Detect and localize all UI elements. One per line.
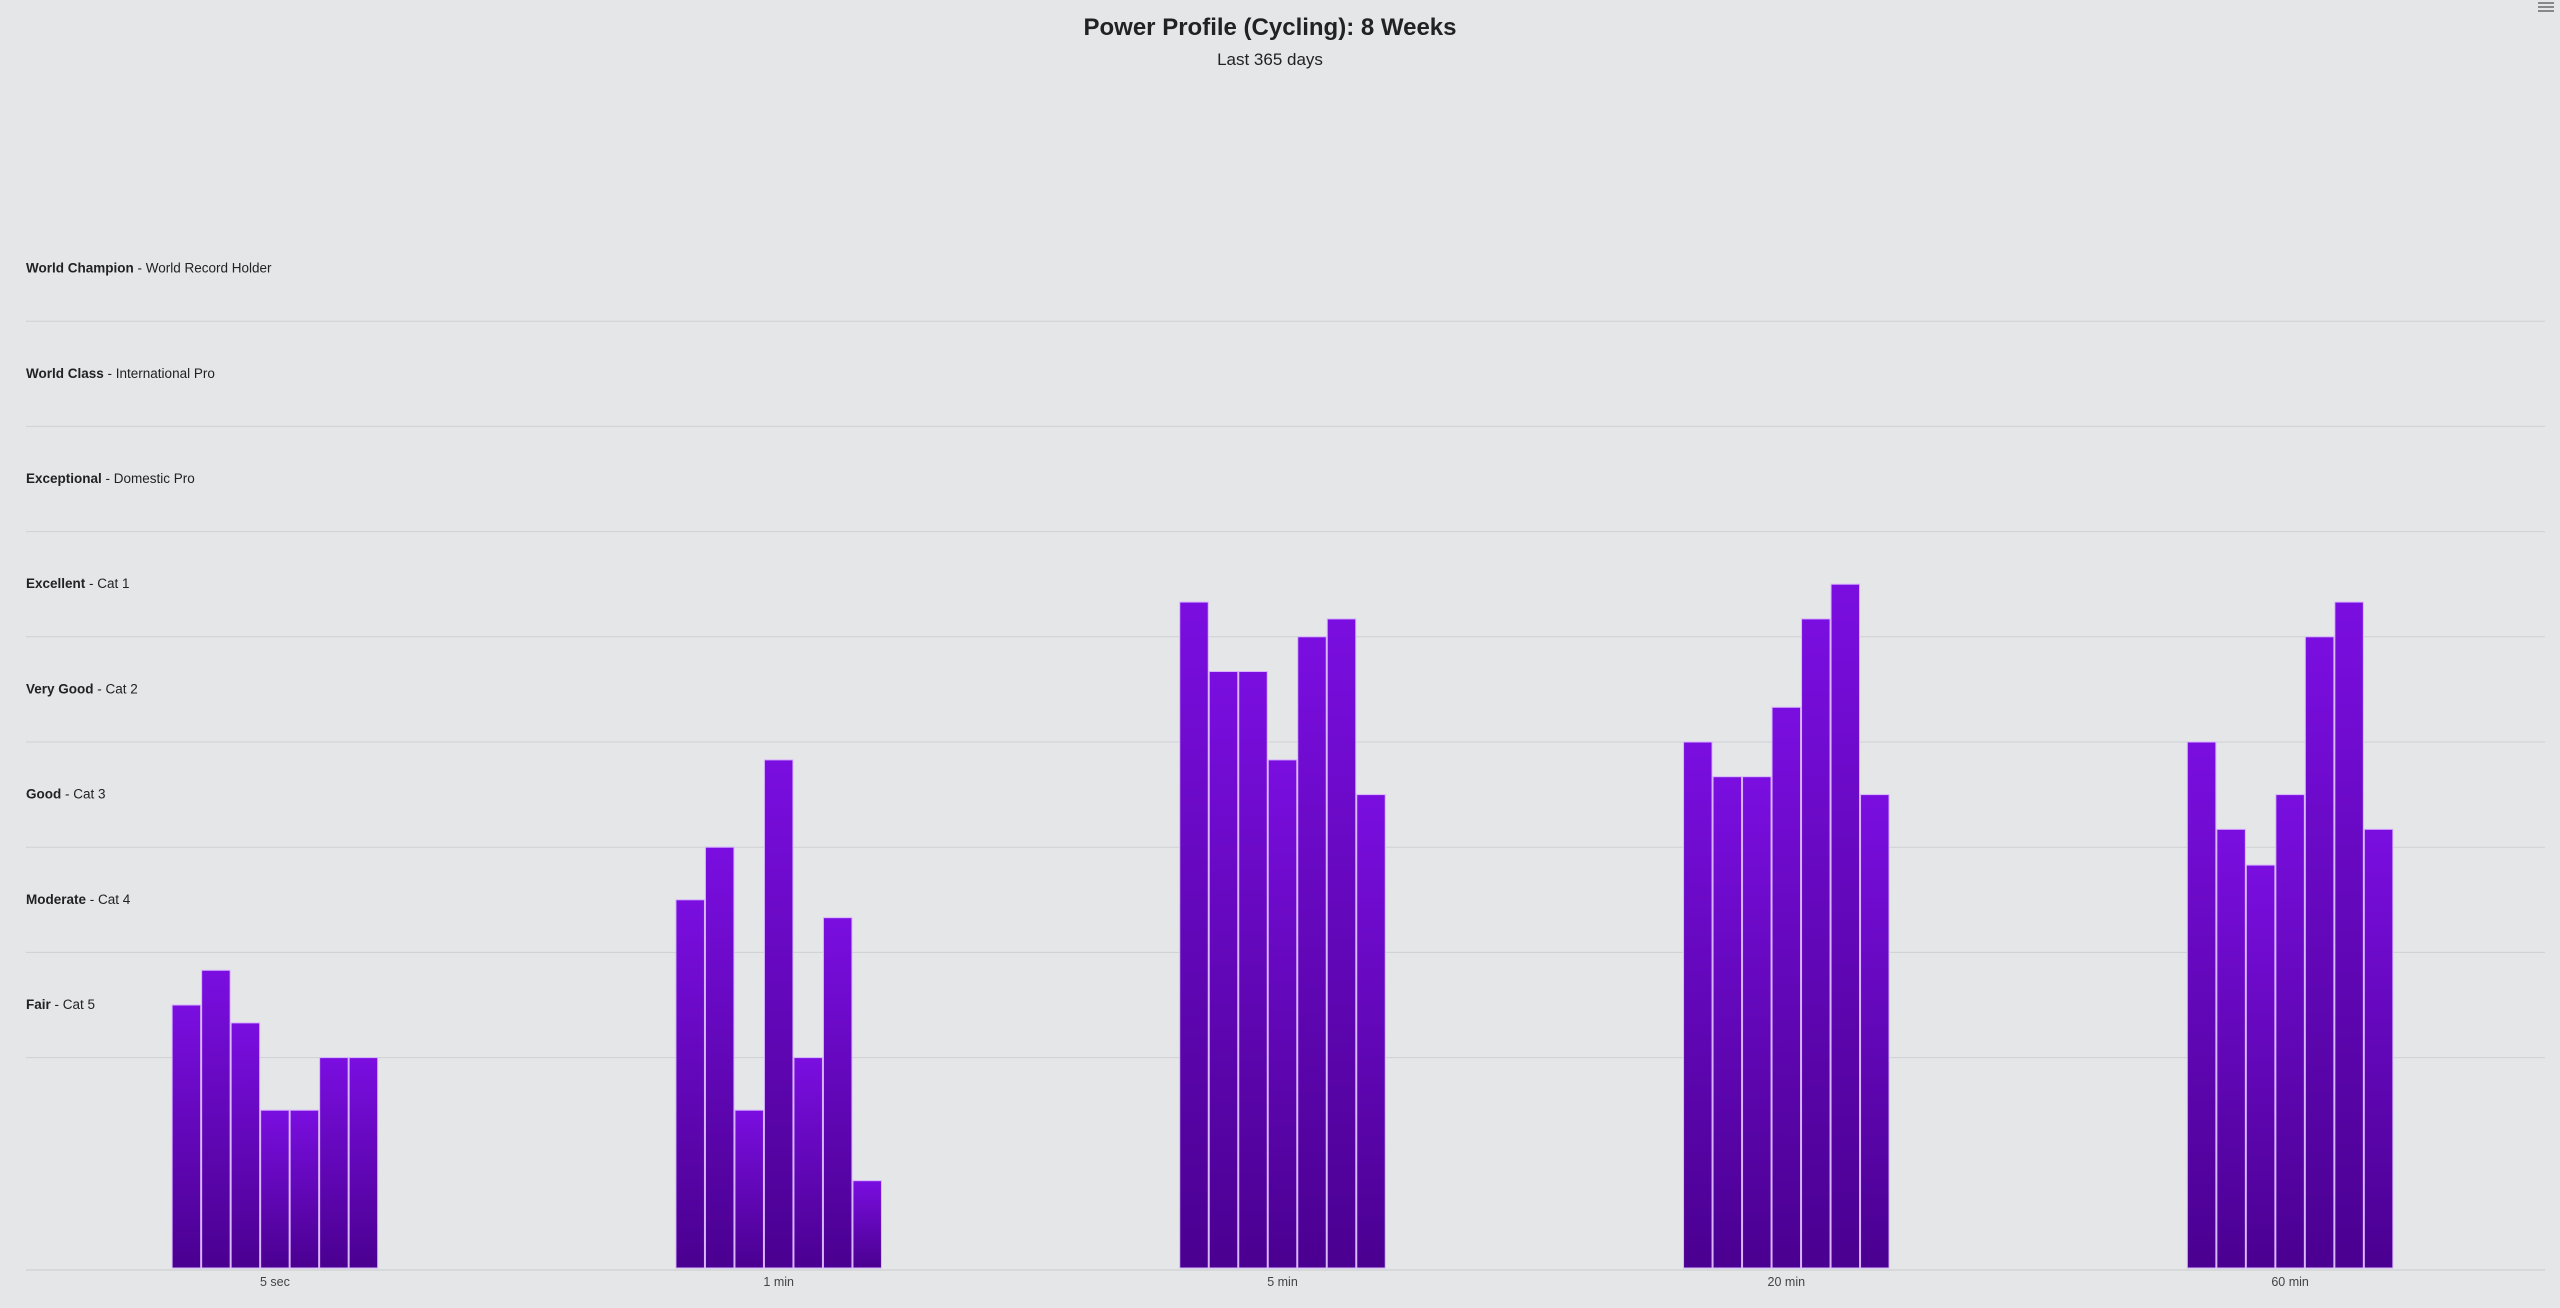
bar-5-sec-week-6[interactable] (319, 1057, 349, 1269)
bar-1-min-week-3[interactable] (734, 1109, 764, 1269)
level-label: Excellent - Cat 1 (26, 576, 130, 591)
bar-20-min-week-1[interactable] (1683, 741, 1713, 1269)
bar-20-min-week-3[interactable] (1742, 776, 1772, 1269)
level-desc: - Cat 1 (85, 576, 129, 591)
bar-1-min-week-1[interactable] (675, 899, 705, 1269)
level-name: Very Good (26, 681, 94, 696)
bar-20-min-week-5[interactable] (1801, 618, 1831, 1269)
x-tick-label: 60 min (2271, 1275, 2309, 1289)
level-desc: - Cat 5 (51, 997, 95, 1012)
bar-60-min-week-5[interactable] (2304, 636, 2335, 1269)
bar-5-sec-week-2[interactable] (201, 969, 231, 1269)
level-desc: - World Record Holder (134, 261, 272, 276)
bar-60-min-week-1[interactable] (2186, 741, 2217, 1269)
level-name: Good (26, 787, 61, 802)
hamburger-menu-icon[interactable] (2538, 0, 2554, 12)
level-name: Fair (26, 997, 52, 1012)
bar-60-min-week-7[interactable] (2363, 828, 2394, 1269)
bar-60-min-week-3[interactable] (2245, 864, 2276, 1269)
level-name: World Class (26, 366, 104, 381)
x-axis-ticks: 5 sec 1 min 5 min 20 min 60 min (260, 1275, 2309, 1289)
level-label: World Class - International Pro (26, 366, 215, 381)
bar-1-min-week-6[interactable] (822, 917, 853, 1269)
bar-5-min-week-6[interactable] (1326, 618, 1357, 1269)
level-label: Moderate - Cat 4 (26, 892, 131, 907)
bar-20-min-week-2[interactable] (1712, 776, 1743, 1269)
bar-60-min-week-4[interactable] (2275, 794, 2305, 1269)
chart-title: Power Profile (Cycling): 8 Weeks (1083, 14, 1457, 41)
level-desc: - Domestic Pro (102, 471, 195, 486)
level-desc: - Cat 4 (86, 892, 131, 907)
x-tick-label: 1 min (763, 1275, 794, 1289)
level-desc: - International Pro (104, 366, 215, 381)
bar-60-min-week-2[interactable] (2216, 828, 2246, 1269)
bar-1-min-week-4[interactable] (763, 759, 794, 1269)
bar-5-min-week-1[interactable] (1179, 601, 1209, 1269)
level-label: World Champion - World Record Holder (26, 261, 272, 276)
bar-20-min-week-7[interactable] (1860, 794, 1890, 1269)
level-name: Excellent (26, 576, 86, 591)
level-name: World Champion (26, 261, 134, 276)
level-label: Fair - Cat 5 (26, 997, 95, 1012)
level-label: Good - Cat 3 (26, 787, 106, 802)
bars (171, 583, 2394, 1269)
bar-20-min-week-6[interactable] (1830, 583, 1861, 1269)
level-label: Very Good - Cat 2 (26, 681, 138, 696)
bar-5-sec-week-1[interactable] (171, 1004, 202, 1269)
level-name: Moderate (26, 892, 87, 907)
bar-1-min-week-7[interactable] (852, 1180, 882, 1269)
x-tick-label: 20 min (1768, 1275, 1806, 1289)
bar-5-sec-week-3[interactable] (230, 1022, 261, 1269)
bar-1-min-week-5[interactable] (793, 1057, 823, 1269)
bar-60-min-week-6[interactable] (2334, 601, 2364, 1269)
x-tick-label: 5 sec (260, 1275, 290, 1289)
chart-subtitle: Last 365 days (1217, 50, 1323, 69)
bar-1-min-week-2[interactable] (704, 846, 735, 1269)
level-label: Exceptional - Domestic Pro (26, 471, 195, 486)
bar-5-min-week-4[interactable] (1267, 759, 1298, 1269)
x-tick-label: 5 min (1267, 1275, 1298, 1289)
bar-5-min-week-2[interactable] (1208, 671, 1239, 1269)
bar-5-sec-week-4[interactable] (260, 1109, 290, 1269)
bar-20-min-week-4[interactable] (1771, 706, 1802, 1269)
bar-5-sec-week-5[interactable] (289, 1109, 320, 1269)
bar-5-min-week-7[interactable] (1356, 794, 1386, 1269)
level-name: Exceptional (26, 471, 102, 486)
bar-5-min-week-5[interactable] (1297, 636, 1327, 1269)
level-desc: - Cat 2 (94, 681, 138, 696)
level-desc: - Cat 3 (61, 787, 105, 802)
bar-5-min-week-3[interactable] (1238, 671, 1268, 1269)
band-labels: World Champion - World Record HolderWorl… (26, 261, 272, 1012)
bar-5-sec-week-7[interactable] (348, 1057, 379, 1269)
